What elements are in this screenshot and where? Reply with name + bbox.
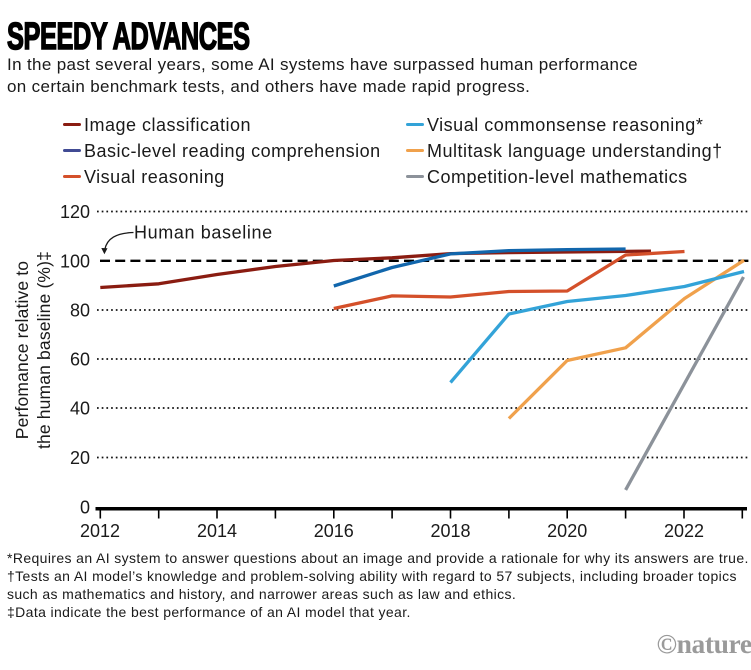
svg-text:2014: 2014: [197, 521, 237, 541]
svg-text:Human baseline: Human baseline: [134, 223, 273, 243]
svg-text:80: 80: [70, 301, 90, 321]
svg-text:60: 60: [70, 350, 90, 370]
svg-text:2020: 2020: [547, 521, 587, 541]
svg-text:2022: 2022: [664, 521, 704, 541]
svg-text:2018: 2018: [430, 521, 470, 541]
svg-text:0: 0: [80, 498, 90, 518]
svg-text:100: 100: [60, 251, 90, 271]
svg-text:2012: 2012: [80, 521, 120, 541]
svg-text:20: 20: [70, 448, 90, 468]
svg-text:2016: 2016: [314, 521, 354, 541]
svg-text:120: 120: [60, 202, 90, 222]
svg-text:40: 40: [70, 399, 90, 419]
